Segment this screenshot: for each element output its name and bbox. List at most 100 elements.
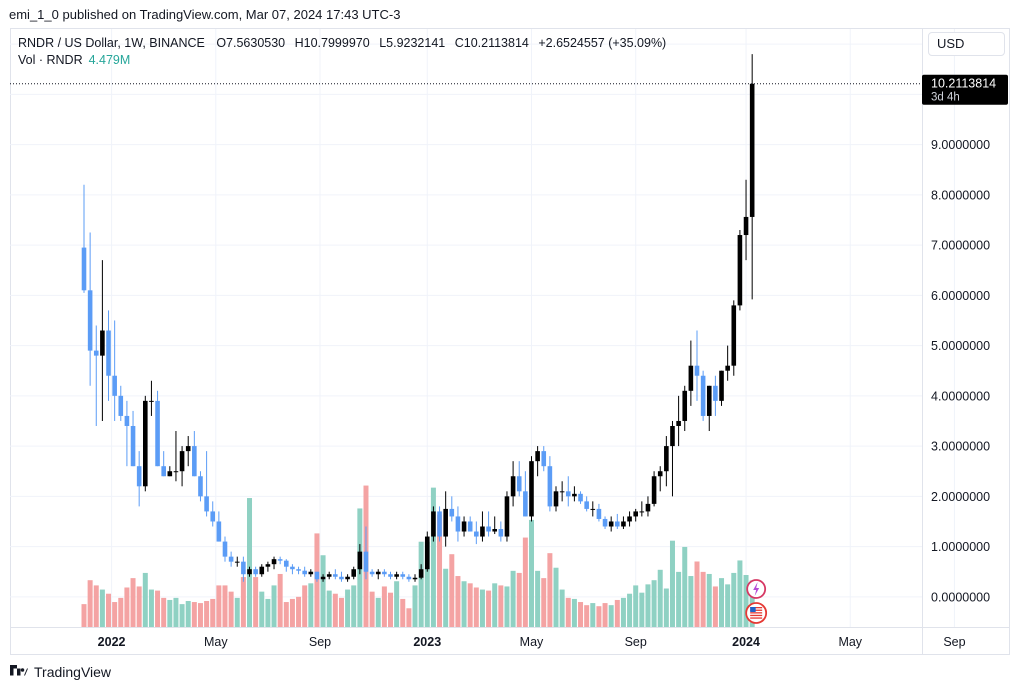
- x-tick-label: Sep: [625, 635, 647, 649]
- volume-bar: [590, 603, 596, 627]
- candle-body: [204, 496, 209, 512]
- candle-body: [529, 461, 534, 517]
- candle-body: [676, 420, 681, 426]
- candle-body: [106, 330, 111, 376]
- candle-body: [455, 516, 461, 532]
- x-tick-label: May: [520, 635, 544, 649]
- candle-body: [302, 570, 307, 575]
- candle-body: [382, 571, 387, 575]
- candle-body: [731, 305, 737, 366]
- candle-body: [553, 491, 559, 507]
- candle-body: [590, 508, 596, 510]
- candle-body: [155, 400, 160, 467]
- tradingview-logo-icon: [10, 665, 28, 676]
- volume-bar: [706, 573, 712, 627]
- candle-body: [326, 574, 332, 577]
- volume-bar: [191, 602, 197, 627]
- volume-bar: [87, 580, 93, 627]
- candle-body: [565, 491, 571, 497]
- volume-bar: [338, 597, 344, 627]
- candle-body: [535, 451, 540, 462]
- volume-bar: [185, 601, 191, 627]
- volume-bar: [743, 575, 749, 627]
- chart-grid: [10, 29, 955, 627]
- candle-body: [357, 551, 363, 570]
- candle-body: [118, 395, 124, 416]
- volume-bar: [645, 584, 651, 627]
- lightning-event-icon[interactable]: [746, 579, 767, 599]
- x-tick-label: 2022: [98, 635, 126, 649]
- candle-body: [333, 574, 338, 577]
- candle-body: [498, 529, 504, 537]
- candle-body: [608, 521, 614, 527]
- candle-body: [167, 471, 173, 477]
- volume-bar: [302, 585, 308, 627]
- currency-button[interactable]: USD: [928, 32, 1005, 56]
- candle-body: [308, 571, 314, 575]
- volume-label[interactable]: Vol · RNDR: [18, 53, 83, 67]
- volume-bar: [455, 576, 461, 627]
- volume-bar: [289, 598, 295, 627]
- candle-body: [314, 571, 320, 580]
- volume-bar: [627, 593, 633, 627]
- candle-body: [124, 415, 130, 426]
- volume-bar: [332, 593, 338, 627]
- candle-body: [412, 577, 418, 580]
- volume-bar: [142, 572, 148, 627]
- volume-bar: [99, 589, 105, 627]
- candle-body: [296, 569, 301, 571]
- volume-bar: [112, 602, 118, 627]
- us-flag-event-icon[interactable]: [745, 602, 768, 624]
- candle-body: [87, 290, 93, 351]
- candle-body: [228, 556, 234, 562]
- x-tick-label: Sep: [943, 635, 965, 649]
- candle-body: [283, 560, 289, 567]
- candle-body: [320, 576, 326, 580]
- candle-body: [621, 521, 626, 527]
- candle-body: [743, 216, 749, 236]
- volume-bar: [222, 585, 228, 627]
- volume-bar: [228, 591, 234, 627]
- candle-body: [388, 574, 393, 577]
- volume-bar: [394, 581, 400, 627]
- candle-body: [559, 491, 565, 493]
- candle-body: [394, 574, 399, 577]
- x-tick-label: Sep: [309, 635, 331, 649]
- y-tick-label: 1.0000000: [931, 540, 990, 554]
- volume-bar: [381, 586, 387, 627]
- volume-bar: [259, 591, 265, 627]
- volume-bar: [167, 599, 173, 627]
- candle-body: [210, 511, 216, 522]
- candle-body: [339, 576, 344, 580]
- volume-bar: [253, 577, 259, 627]
- candle-body: [100, 330, 105, 356]
- candle-body: [749, 83, 755, 217]
- candle-body: [241, 561, 246, 575]
- candle-body: [81, 247, 87, 291]
- volume-bar: [443, 568, 449, 627]
- symbol-title[interactable]: RNDR / US Dollar, 1W, BINANCE: [18, 36, 205, 50]
- volume-bar: [510, 570, 516, 627]
- candle-body: [437, 511, 442, 537]
- volume-bar: [437, 514, 443, 627]
- volume-bar: [388, 592, 393, 627]
- candle-body: [259, 566, 265, 575]
- volume-bar: [498, 585, 504, 627]
- candle-body: [627, 516, 632, 522]
- volume-bar: [676, 571, 682, 627]
- y-tick-label: 6.0000000: [931, 289, 990, 303]
- candle-body: [375, 571, 381, 575]
- candle-body: [400, 574, 406, 577]
- y-tick-label: 9.0000000: [931, 138, 990, 152]
- candle-body: [363, 551, 369, 572]
- candle-body: [253, 569, 258, 575]
- volume-bar: [424, 541, 430, 627]
- candle-body: [161, 466, 166, 477]
- volume-bar: [528, 519, 534, 627]
- candle-body: [688, 365, 694, 391]
- price-axis: 11.000000010.00000009.00000008.00000007.…: [922, 29, 997, 655]
- candle-body: [664, 446, 669, 472]
- footer-brand[interactable]: TradingView: [10, 664, 111, 680]
- candle-body: [406, 576, 412, 580]
